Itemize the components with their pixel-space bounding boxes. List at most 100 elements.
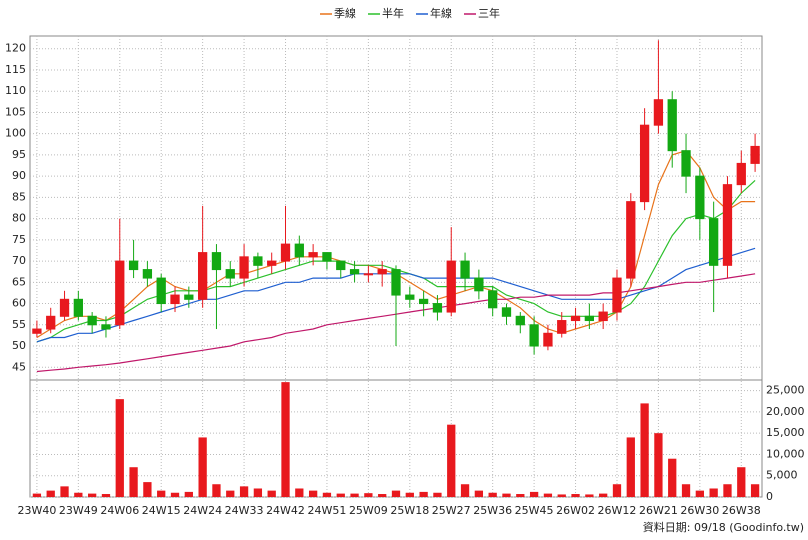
candle-body bbox=[128, 260, 139, 271]
candle-body bbox=[681, 150, 691, 177]
x-tick-label: 25W27 bbox=[432, 504, 471, 517]
volume-bar bbox=[157, 490, 166, 497]
candle-body bbox=[115, 260, 125, 326]
volume-bar bbox=[378, 494, 387, 497]
y-tick-label: 55 bbox=[12, 318, 26, 331]
x-tick-label: 24W42 bbox=[266, 504, 305, 517]
y2-tick-label: 10,000 bbox=[766, 447, 805, 460]
candle-body bbox=[391, 269, 401, 296]
volume-bar bbox=[488, 492, 497, 497]
x-tick-label: 24W33 bbox=[225, 504, 264, 517]
volume-bar bbox=[46, 490, 55, 497]
y-tick-label: 105 bbox=[5, 105, 26, 118]
candle-body bbox=[32, 328, 42, 334]
candle-body bbox=[170, 294, 180, 305]
volume-bar bbox=[74, 492, 83, 497]
candle-body bbox=[46, 315, 56, 330]
x-tick-label: 25W45 bbox=[515, 504, 554, 517]
volume-bar bbox=[350, 493, 359, 497]
candle-body bbox=[612, 277, 622, 313]
y2-tick-label: 5,000 bbox=[766, 469, 798, 482]
legend-label: 季線 bbox=[334, 6, 356, 20]
x-tick-label: 26W21 bbox=[639, 504, 678, 517]
candle-body bbox=[73, 298, 83, 317]
candle-body bbox=[432, 303, 443, 313]
volume-bar bbox=[543, 493, 553, 497]
candle-body bbox=[363, 273, 374, 276]
volume-bar bbox=[212, 484, 221, 497]
legend-label: 半年 bbox=[382, 6, 404, 20]
candle-body bbox=[280, 243, 291, 262]
y2-tick-label: 0 bbox=[766, 490, 773, 503]
candle-body bbox=[446, 260, 456, 313]
candle-body bbox=[515, 315, 525, 326]
volume-bar bbox=[405, 492, 414, 497]
volume-bar bbox=[253, 488, 263, 497]
volume-bar bbox=[184, 491, 193, 497]
x-tick-label: 25W36 bbox=[473, 504, 512, 517]
candle-body bbox=[156, 277, 166, 305]
x-tick-label: 26W02 bbox=[556, 504, 595, 517]
volume-bar bbox=[281, 382, 290, 497]
candle-body bbox=[59, 298, 70, 317]
volume-bar bbox=[516, 494, 525, 497]
volume-bar bbox=[129, 467, 138, 497]
volume-bar bbox=[32, 493, 42, 497]
volume-bar bbox=[115, 399, 124, 497]
candle-body bbox=[460, 260, 470, 279]
candle-body bbox=[239, 256, 249, 279]
y-tick-label: 65 bbox=[12, 275, 26, 288]
volume-bar bbox=[529, 491, 539, 497]
candle-body bbox=[653, 99, 664, 126]
volume-bar bbox=[226, 490, 235, 497]
candle-body bbox=[294, 243, 304, 258]
y-tick-label: 75 bbox=[12, 233, 26, 246]
volume-bar bbox=[571, 494, 580, 497]
candle-body bbox=[101, 324, 111, 330]
candle-body bbox=[211, 252, 222, 271]
candle-body bbox=[418, 298, 429, 305]
volume-bar bbox=[419, 491, 428, 497]
candle-body bbox=[529, 324, 539, 347]
volume-bar bbox=[723, 484, 732, 497]
x-tick-label: 23W40 bbox=[17, 504, 56, 517]
volume-bar bbox=[681, 484, 691, 497]
candle-body bbox=[336, 260, 346, 271]
candle-body bbox=[488, 290, 498, 309]
volume-bar bbox=[364, 493, 373, 497]
candle-body bbox=[626, 201, 636, 279]
candle-body bbox=[722, 184, 733, 266]
y-tick-label: 70 bbox=[12, 254, 26, 267]
candle-body bbox=[557, 320, 567, 334]
y-tick-label: 120 bbox=[5, 42, 26, 55]
source: 資料日期: 09/18 (Goodinfo.tw) bbox=[643, 520, 804, 534]
candle-body bbox=[750, 145, 760, 164]
candle-body bbox=[349, 269, 360, 275]
candle-body bbox=[501, 307, 512, 317]
volume-bar bbox=[198, 437, 207, 497]
y-tick-label: 50 bbox=[12, 339, 26, 352]
candle-body bbox=[639, 124, 650, 203]
candle-body bbox=[267, 260, 277, 266]
candle-body bbox=[405, 294, 415, 300]
candle-body bbox=[474, 277, 484, 292]
volume-bar bbox=[322, 492, 332, 497]
volume-bar bbox=[612, 484, 622, 497]
volume-bar bbox=[640, 403, 649, 497]
volume-bar bbox=[626, 437, 635, 497]
volume-bar bbox=[336, 493, 345, 497]
y-tick-label: 60 bbox=[12, 297, 26, 310]
volume-bar bbox=[308, 490, 318, 497]
volume-bar bbox=[143, 482, 152, 497]
volume-bar bbox=[101, 494, 111, 497]
volume-bar bbox=[585, 494, 594, 497]
candle-body bbox=[667, 99, 677, 152]
x-tick-label: 26W38 bbox=[722, 504, 761, 517]
candle-body bbox=[584, 315, 595, 322]
y2-tick-label: 25,000 bbox=[766, 384, 805, 397]
volume-bar bbox=[267, 490, 276, 497]
volume-bar bbox=[695, 490, 704, 497]
x-tick-label: 26W30 bbox=[680, 504, 719, 517]
candle-body bbox=[377, 269, 387, 275]
